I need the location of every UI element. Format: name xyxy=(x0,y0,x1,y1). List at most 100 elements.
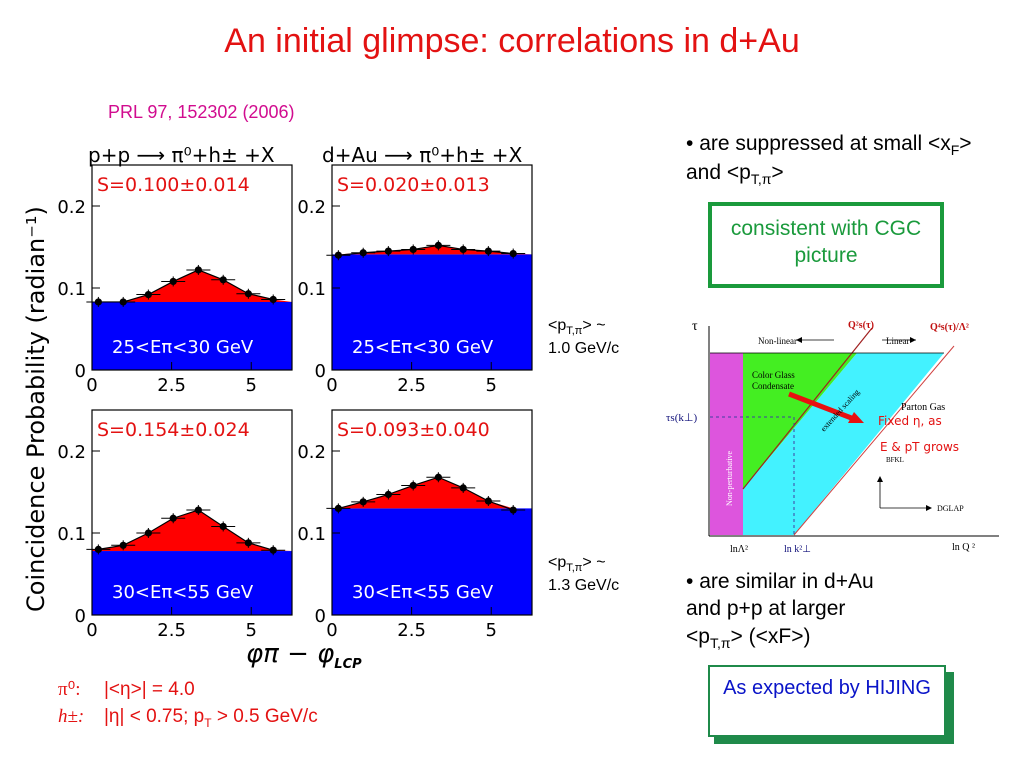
signal-fill xyxy=(332,245,532,255)
cgc-consistent-box: consistent with CGC picture xyxy=(708,202,944,288)
data-point xyxy=(144,529,152,537)
pt-label-1: <pT,π> ~ 1.0 GeV/c xyxy=(548,317,620,357)
bfkl-label: BFKL xyxy=(886,456,904,464)
ln-q-label: ln Q ² xyxy=(952,542,975,553)
panel-3: 0 0.1 0.2 0 2.5 5 S=0.154±0.024 30<Eπ<55 GeV xyxy=(57,409,293,641)
pedestal-fill xyxy=(332,508,532,615)
y-tick-label: 0.2 xyxy=(57,197,86,218)
cgc-phase-diagram: τ Non-linear Linear Q²s(τ) Q⁴s(τ)/Λ² Col… xyxy=(666,319,999,555)
data-point xyxy=(359,249,367,257)
ln-lambda-label: lnΛ² xyxy=(730,544,748,555)
dglap-label: DGLAP xyxy=(937,504,964,513)
footer-cut-text: |η| < 0.75; p xyxy=(104,706,205,727)
bullet-similar: • are similar in d+Au and p+p at larger … xyxy=(686,568,986,652)
bullet-2-sub: T,π xyxy=(709,634,731,651)
correlation-figure: p+p ⟶ π⁰+h± +X d+Au ⟶ π⁰+h± +X Coincidence… xyxy=(22,143,533,672)
data-point xyxy=(484,247,492,255)
parton-gas-label: Parton Gas xyxy=(901,402,945,413)
data-point xyxy=(409,245,417,254)
s-value-label: S=0.100±0.014 xyxy=(97,174,250,196)
energy-range-label: 30<Eπ<55 GeV xyxy=(112,582,254,603)
data-point xyxy=(509,506,517,514)
x-axis-label: φπ − φLCP xyxy=(246,639,362,672)
qs4-label: Q⁴s(τ)/Λ² xyxy=(930,322,969,333)
data-point xyxy=(509,249,517,258)
nonperturbative-region xyxy=(710,353,743,535)
y-axis-label: Coincidence Probability (radian⁻¹) xyxy=(22,206,50,612)
data-point xyxy=(194,506,202,514)
y-tick-label: 0.2 xyxy=(297,197,326,218)
x-tick-label: 0 xyxy=(86,375,97,396)
signal-fill xyxy=(92,510,292,552)
fit-curve xyxy=(338,476,514,511)
data-point xyxy=(169,277,177,286)
nonperturbative-label: Non-perturbative xyxy=(725,450,734,506)
panel-frame xyxy=(91,164,293,371)
data-point xyxy=(434,473,442,481)
panel-frame xyxy=(331,409,533,616)
bullet-2-line3a: <p xyxy=(686,624,710,648)
data-point xyxy=(94,545,102,553)
x-tick-label: 5 xyxy=(486,620,497,641)
data-point xyxy=(359,498,367,506)
x-tick-label: 2.5 xyxy=(397,620,426,641)
slide-title: An initial glimpse: correlations in d+Au xyxy=(224,22,800,60)
fixed-eta-label: Fixed η, as xyxy=(878,414,942,428)
pedestal-fill xyxy=(92,551,292,615)
col-header-dau: d+Au ⟶ π⁰+h± +X xyxy=(322,143,523,167)
qs2-label: Q²s(τ) xyxy=(848,320,874,331)
extended-scaling-region xyxy=(743,353,944,535)
footer-eta-text: |<η>| = 4.0 xyxy=(104,679,195,700)
data-point xyxy=(334,504,342,512)
x-tick-label: 0 xyxy=(326,620,337,641)
y-tick-label: 0.2 xyxy=(297,442,326,463)
y-tick-label: 0 xyxy=(315,606,326,627)
y-tick-label: 0.1 xyxy=(297,524,326,545)
fit-curve xyxy=(98,269,274,303)
data-point xyxy=(409,481,417,490)
bullet-1-mid: > and <p xyxy=(686,132,972,185)
data-point xyxy=(434,241,442,249)
energy-range-label: 25<Eπ<30 GeV xyxy=(112,337,254,358)
data-point xyxy=(219,522,227,531)
panel-frame xyxy=(331,164,533,371)
s-value-label: S=0.154±0.024 xyxy=(97,419,250,441)
y-tick-label: 0.1 xyxy=(57,279,86,300)
fit-curve xyxy=(98,509,274,551)
taus-label: τs(k⊥) xyxy=(666,412,697,424)
energy-range-label: 25<Eπ<30 GeV xyxy=(352,337,494,358)
data-point xyxy=(269,295,277,304)
s-value-label: S=0.020±0.013 xyxy=(337,174,490,196)
y-tick-label: 0 xyxy=(315,361,326,382)
energy-range-label: 30<Eπ<55 GeV xyxy=(352,582,494,603)
bullet-1-sub2: T,π xyxy=(750,171,772,188)
pt-label-2: <pT,π> ~ 1.3 GeV/c xyxy=(548,554,620,594)
pedestal-fill xyxy=(92,301,292,370)
x-tick-label: 5 xyxy=(246,620,257,641)
x-tick-label: 2.5 xyxy=(157,375,186,396)
qs4-line xyxy=(793,345,955,536)
x-tick-label: 0 xyxy=(86,620,97,641)
data-point xyxy=(384,247,392,255)
data-point xyxy=(459,484,467,492)
y-tick-label: 0 xyxy=(75,606,86,627)
bullet-1-sub: F xyxy=(950,142,960,159)
footer-line-1: π⁰: |<η>| = 4.0 xyxy=(58,678,195,701)
footer-line-2: h±: |η| < 0.75; pT > 0.5 GeV/c xyxy=(58,706,318,730)
hijing-box: As expected by HIJING xyxy=(708,665,946,737)
bullet-2-line2: and p+p at larger xyxy=(686,597,846,621)
e-pt-grows-label: E & pT grows xyxy=(880,440,959,454)
y-tick-label: 0.1 xyxy=(57,524,86,545)
data-point xyxy=(119,541,127,549)
panel-frame xyxy=(91,409,293,616)
data-point xyxy=(244,539,252,547)
data-point xyxy=(94,298,102,306)
data-point xyxy=(334,251,342,259)
data-point xyxy=(244,290,252,298)
x-tick-label: 2.5 xyxy=(397,375,426,396)
x-tick-label: 5 xyxy=(486,375,497,396)
panel-1: 0 0.1 0.2 0 2.5 5 S=0.100±0.014 25<Eπ<30 GeV xyxy=(57,164,293,396)
data-point xyxy=(169,514,177,522)
data-point xyxy=(119,298,127,306)
y-tick-label: 0 xyxy=(75,361,86,382)
